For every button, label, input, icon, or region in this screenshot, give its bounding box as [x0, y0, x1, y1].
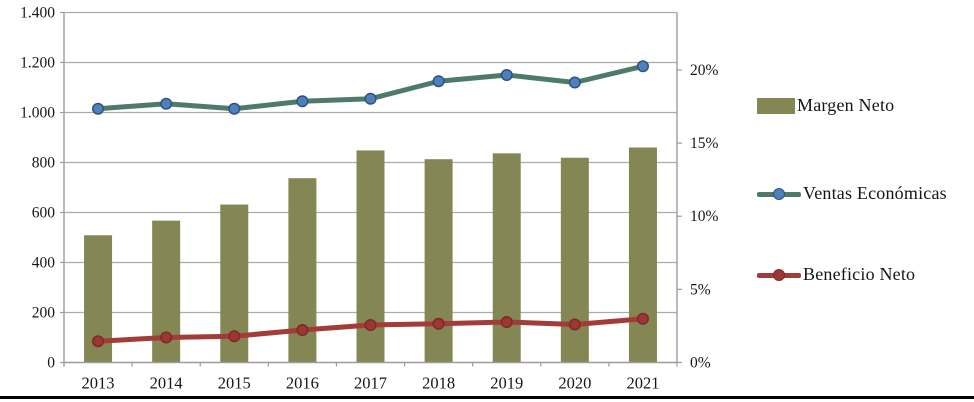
data-point-marker [228, 102, 241, 115]
x-axis-label: 2016 [286, 374, 319, 393]
y-axis-left-label: 1.400 [20, 5, 55, 22]
data-point-marker [432, 317, 445, 330]
data-point-marker [92, 102, 105, 115]
bar-margen-neto [560, 157, 589, 363]
data-point-marker [160, 331, 173, 344]
circle-marker-icon [773, 268, 785, 281]
y-axis-left-label: 600 [32, 205, 56, 222]
data-point-marker [568, 318, 581, 331]
data-point-marker [636, 312, 649, 325]
bar-margen-neto [492, 153, 521, 363]
line-marker-swatch-icon [757, 268, 801, 282]
x-axis-label: 2015 [218, 374, 251, 393]
legend-label-beneficio-neto: Beneficio Neto [803, 264, 916, 284]
legend-item-ventas-economicas: Ventas Económicas [757, 183, 947, 204]
data-point-marker [432, 75, 445, 88]
legend-label-margen-neto: Margen Neto [797, 95, 895, 115]
y-axis-left-label: 800 [32, 155, 56, 172]
legend-item-beneficio-neto: Beneficio Neto [757, 264, 915, 285]
legend-item-margen-neto: Margen Neto [757, 95, 894, 116]
y-axis-right-label: 15% [690, 135, 719, 152]
data-point-marker [92, 335, 105, 348]
y-axis-left-label: 1.000 [20, 105, 55, 122]
bottom-rule [0, 396, 974, 399]
y-axis-right-label: 10% [690, 208, 719, 225]
x-axis-label: 2013 [82, 374, 115, 393]
bar-swatch-icon [757, 97, 795, 114]
x-axis-label: 2018 [422, 374, 455, 393]
data-point-marker [568, 76, 581, 89]
data-point-marker [296, 323, 309, 337]
y-axis-right-label: 5% [690, 281, 711, 298]
y-axis-left-label: 1.200 [20, 55, 55, 72]
data-point-marker [636, 60, 649, 73]
y-axis-right-label: 20% [690, 62, 719, 79]
data-point-marker [500, 315, 513, 329]
data-point-marker [364, 318, 377, 332]
x-axis-label: 2019 [490, 374, 523, 393]
circle-marker-icon [773, 187, 785, 200]
data-point-marker [228, 330, 241, 343]
data-point-marker [500, 68, 513, 82]
bar-margen-neto [424, 159, 453, 363]
legend-label-ventas-economicas: Ventas Económicas [803, 183, 947, 203]
chart-legend: Margen Neto Ventas Económicas Beneficio … [757, 0, 972, 360]
y-axis-left-label: 400 [32, 255, 56, 272]
y-axis-right-label: 0% [690, 355, 711, 372]
y-axis-left-label: 0 [47, 355, 55, 372]
bar-margen-neto [628, 147, 657, 363]
data-point-marker [160, 97, 173, 110]
x-axis-label: 2017 [354, 374, 387, 393]
line-marker-swatch-icon [757, 187, 801, 201]
x-axis-label: 2014 [150, 374, 183, 393]
x-axis-label: 2021 [626, 374, 659, 393]
y-axis-left-label: 200 [32, 305, 56, 322]
data-point-marker [296, 95, 309, 108]
x-axis-label: 2020 [558, 374, 591, 393]
data-point-marker [364, 92, 377, 105]
